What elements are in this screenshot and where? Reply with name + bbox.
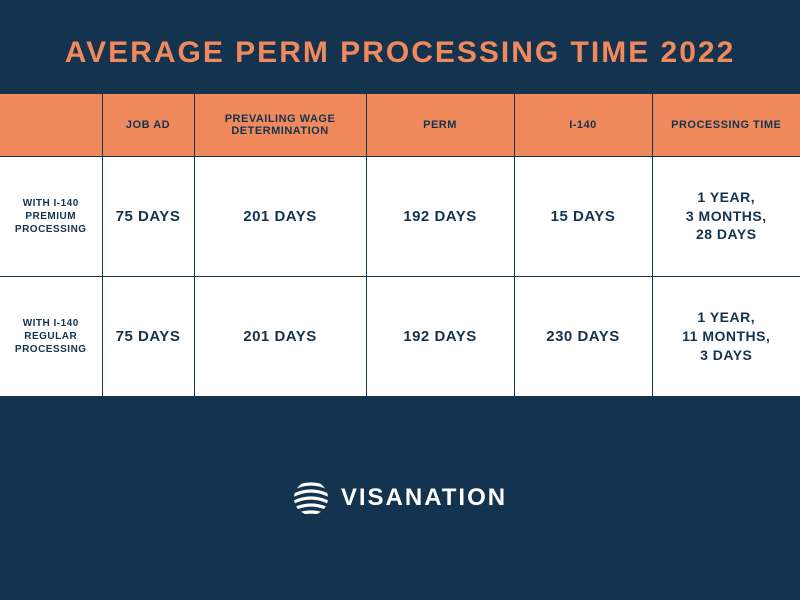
footer: VISANATION: [0, 396, 800, 600]
cell-premium-ptime: 1 YEAR,3 MONTHS,28 DAYS: [652, 156, 800, 276]
cell-premium-i140: 15 DAYS: [514, 156, 652, 276]
table-header-row: JOB AD PREVAILING WAGE DETERMINATION PER…: [0, 94, 800, 156]
brand-text: VISANATION: [341, 484, 507, 512]
cell-premium-jobad: 75 DAYS: [102, 156, 194, 276]
cell-regular-ptime: 1 YEAR,11 MONTHS,3 DAYS: [652, 276, 800, 396]
table-row: WITH I-140 REGULAR PROCESSING 75 DAYS 20…: [0, 276, 800, 396]
cell-regular-pwd: 201 DAYS: [194, 276, 366, 396]
cell-regular-i140: 230 DAYS: [514, 276, 652, 396]
processing-time-table: JOB AD PREVAILING WAGE DETERMINATION PER…: [0, 94, 800, 396]
cell-regular-perm: 192 DAYS: [366, 276, 514, 396]
table-row: WITH I-140 PREMIUM PROCESSING 75 DAYS 20…: [0, 156, 800, 276]
row-label-premium: WITH I-140 PREMIUM PROCESSING: [0, 156, 102, 276]
row-label-regular: WITH I-140 REGULAR PROCESSING: [0, 276, 102, 396]
globe-stripes-icon: [293, 480, 329, 516]
table-corner-cell: [0, 94, 102, 156]
col-header-ptime: PROCESSING TIME: [652, 94, 800, 156]
col-header-perm: PERM: [366, 94, 514, 156]
cell-premium-pwd: 201 DAYS: [194, 156, 366, 276]
page-title: AVERAGE PERM PROCESSING TIME 2022: [0, 0, 800, 94]
cell-regular-jobad: 75 DAYS: [102, 276, 194, 396]
cell-premium-perm: 192 DAYS: [366, 156, 514, 276]
col-header-jobad: JOB AD: [102, 94, 194, 156]
infographic-root: AVERAGE PERM PROCESSING TIME 2022 JOB AD…: [0, 0, 800, 600]
col-header-i140: I-140: [514, 94, 652, 156]
col-header-pwd: PREVAILING WAGE DETERMINATION: [194, 94, 366, 156]
